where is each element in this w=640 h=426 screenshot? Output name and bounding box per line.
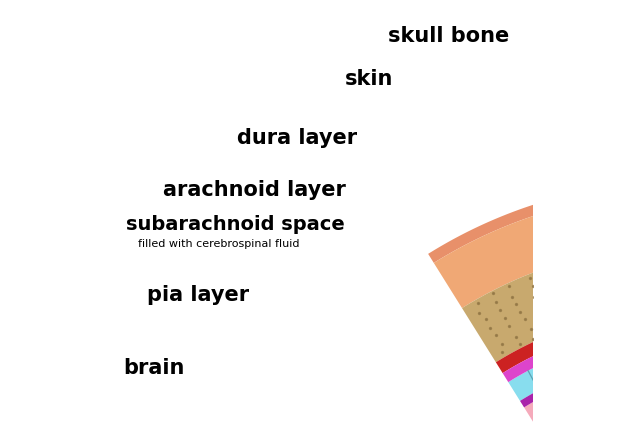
Text: brain: brain xyxy=(123,359,184,378)
Text: arachnoid layer: arachnoid layer xyxy=(163,180,346,199)
Polygon shape xyxy=(524,362,640,426)
Polygon shape xyxy=(520,354,640,426)
Text: skull bone: skull bone xyxy=(388,26,509,46)
Polygon shape xyxy=(502,322,640,426)
Text: subarachnoid space: subarachnoid space xyxy=(126,216,345,234)
Polygon shape xyxy=(496,309,640,426)
Text: dura layer: dura layer xyxy=(237,129,356,148)
Polygon shape xyxy=(508,332,640,426)
Text: skin: skin xyxy=(345,69,393,89)
Text: filled with cerebrospinal fluid: filled with cerebrospinal fluid xyxy=(138,239,299,249)
Polygon shape xyxy=(462,245,640,426)
Polygon shape xyxy=(428,181,640,426)
Text: pia layer: pia layer xyxy=(147,285,250,305)
Polygon shape xyxy=(434,192,640,426)
